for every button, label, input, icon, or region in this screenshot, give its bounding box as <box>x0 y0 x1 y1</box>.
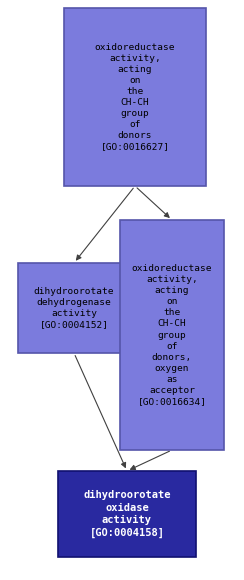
FancyBboxPatch shape <box>120 220 224 450</box>
FancyBboxPatch shape <box>64 8 206 186</box>
Text: dihydroorotate
dehydrogenase
activity
[GO:0004152]: dihydroorotate dehydrogenase activity [G… <box>34 287 114 329</box>
Text: oxidoreductase
activity,
acting
on
the
CH-CH
group
of
donors,
oxygen
as
acceptor: oxidoreductase activity, acting on the C… <box>132 264 212 406</box>
Text: oxidoreductase
activity,
acting
on
the
CH-CH
group
of
donors
[GO:0016627]: oxidoreductase activity, acting on the C… <box>95 42 175 151</box>
FancyBboxPatch shape <box>58 471 196 557</box>
Text: dihydroorotate
oxidase
activity
[GO:0004158]: dihydroorotate oxidase activity [GO:0004… <box>83 490 171 538</box>
FancyBboxPatch shape <box>18 263 130 353</box>
